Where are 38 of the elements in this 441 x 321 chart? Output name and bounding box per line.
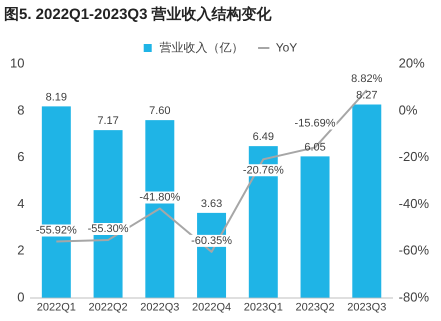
y2-tick-label: -60%: [398, 242, 430, 258]
data-label: -20.76%: [242, 164, 284, 176]
data-label: 7.60: [149, 105, 171, 118]
data-label: -15.69%: [294, 117, 336, 130]
data-label: -55.92%: [36, 224, 78, 237]
chart-title: 图5. 2022Q1-2023Q3 营业收入结构变化: [4, 5, 273, 24]
bar: [352, 104, 382, 298]
x-tick-label: 2022Q3: [140, 301, 180, 314]
data-label: 7.17: [97, 115, 119, 128]
y-tick-label: 4: [17, 196, 24, 211]
y2-tick-label: -20%: [398, 149, 430, 164]
data-label: 8.19: [46, 91, 68, 104]
y2-tick-label: 0%: [398, 102, 418, 118]
y-tick-label: 2: [17, 242, 24, 258]
data-label: -41.80%: [139, 192, 181, 204]
data-label: 3.63: [200, 198, 222, 210]
y-tick-label: 8: [17, 102, 24, 118]
x-tick-label: 2023Q1: [244, 301, 283, 314]
data-label: -55.30%: [88, 223, 129, 236]
bar: [300, 156, 330, 298]
data-label: 8.27: [356, 89, 378, 102]
x-tick-label: 2022Q1: [36, 301, 76, 314]
x-tick-label: 2023Q2: [295, 301, 335, 314]
data-label: 6.49: [252, 131, 274, 144]
data-label: -60.35%: [191, 234, 232, 247]
legend-label: YoY: [276, 40, 298, 54]
y2-tick-label: -80%: [398, 289, 430, 304]
y-tick-label: 6: [17, 149, 24, 164]
y2-tick-label: 20%: [398, 56, 426, 71]
x-tick-label: 2022Q2: [88, 301, 128, 314]
y-tick-label: 10: [10, 56, 24, 71]
y-tick-label: 0: [17, 289, 24, 304]
data-label: 6.05: [304, 141, 326, 154]
x-tick-label: 2022Q4: [192, 301, 232, 314]
y2-tick-label: -40%: [398, 196, 430, 211]
x-tick-label: 2023Q3: [347, 301, 386, 314]
legend-label: 营业收入（亿）: [160, 40, 244, 54]
data-label: 8.82%: [351, 73, 383, 86]
